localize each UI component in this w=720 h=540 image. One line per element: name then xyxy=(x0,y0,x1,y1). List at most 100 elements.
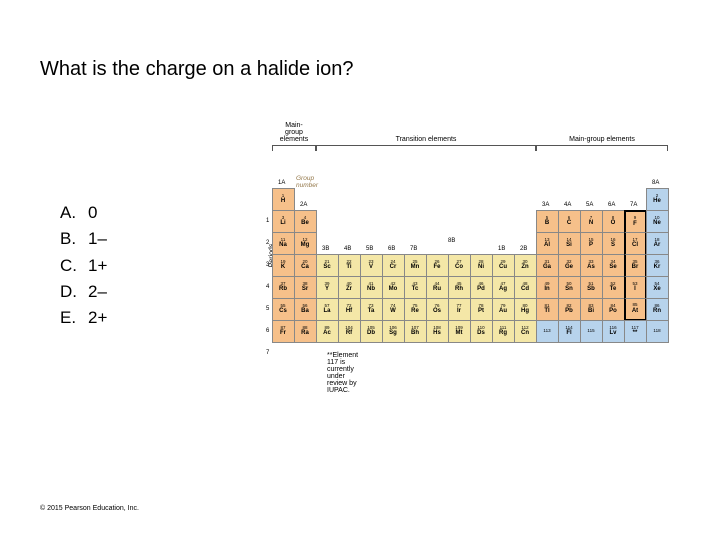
element-cell: 26Fe xyxy=(426,254,449,277)
element-cell: 111Rg xyxy=(492,320,515,343)
element-cell: 36Kr xyxy=(646,254,669,277)
element-cell: 20Ca xyxy=(294,254,317,277)
element-cell: 19K xyxy=(272,254,295,277)
element-cell: 72Hf xyxy=(338,298,361,321)
grp-1a: 1A xyxy=(278,180,285,186)
element-cell: 77Ir xyxy=(448,298,471,321)
choice-e: E. 2+ xyxy=(60,305,107,331)
period-4: 4 xyxy=(266,276,269,298)
question-text: What is the charge on a halide ion? xyxy=(40,58,354,81)
element-cell: 16S xyxy=(602,232,625,255)
period-2: 2 xyxy=(266,232,269,254)
element-cell: 27Co xyxy=(448,254,471,277)
answer-choices: A. 0 B. 1– C. 1+ D. 2– E. 2+ xyxy=(60,200,107,332)
element-cell: 76Os xyxy=(426,298,449,321)
element-cell: 42Mo xyxy=(382,276,405,299)
element-cell: 75Re xyxy=(404,298,427,321)
element-cell: 17Cl xyxy=(624,232,647,255)
element-cell: 13Al xyxy=(536,232,559,255)
copyright-text: © 2015 Pearson Education, Inc. xyxy=(40,505,139,512)
element-cell: 52Te xyxy=(602,276,625,299)
element-cell: 108Hs xyxy=(426,320,449,343)
element-cell: 113 xyxy=(536,320,559,343)
element-cell: 40Zr xyxy=(338,276,361,299)
choice-text: 0 xyxy=(88,200,97,226)
element-cell: 7N xyxy=(580,210,603,233)
element-cell: 49In xyxy=(536,276,559,299)
choice-d: D. 2– xyxy=(60,279,107,305)
choice-a: A. 0 xyxy=(60,200,107,226)
element-grid: 1H2He3Li4Be5B6C7N8O9F10Ne11Na12Mg13Al14S… xyxy=(272,188,668,364)
element-cell: 30Zn xyxy=(514,254,537,277)
element-cell: 35Br xyxy=(624,254,647,277)
choice-text: 2– xyxy=(88,279,107,305)
brace-main-right: Main-group elements xyxy=(536,136,668,151)
choice-letter: D. xyxy=(60,279,88,305)
element-cell: 116Lv xyxy=(602,320,625,343)
choice-text: 1+ xyxy=(88,253,107,279)
element-cell: 105Db xyxy=(360,320,383,343)
element-cell: 3Li xyxy=(272,210,295,233)
element-cell: 50Sn xyxy=(558,276,581,299)
element-cell: 109Mt xyxy=(448,320,471,343)
element-cell: 31Ga xyxy=(536,254,559,277)
element-cell: 118 xyxy=(646,320,669,343)
element-cell: 89Ac xyxy=(316,320,339,343)
element-cell: 5B xyxy=(536,210,559,233)
element-cell: 56Ba xyxy=(294,298,317,321)
element-cell: 78Pt xyxy=(470,298,493,321)
period-3: 3 xyxy=(266,254,269,276)
element-cell: 73Ta xyxy=(360,298,383,321)
brace-label: Main- group elements xyxy=(280,122,308,143)
choice-c: C. 1+ xyxy=(60,253,107,279)
element-cell: 112Cn xyxy=(514,320,537,343)
element-cell: 82Pb xyxy=(558,298,581,321)
choice-text: 1– xyxy=(88,226,107,252)
element-cell: 55Cs xyxy=(272,298,295,321)
element-cell: 88Ra xyxy=(294,320,317,343)
element-cell: 74W xyxy=(382,298,405,321)
choice-letter: C. xyxy=(60,253,88,279)
element-cell: 10Ne xyxy=(646,210,669,233)
element-cell: 57La xyxy=(316,298,339,321)
choice-b: B. 1– xyxy=(60,226,107,252)
brace-transition: Transition elements xyxy=(316,136,536,151)
element-cell: 38Sr xyxy=(294,276,317,299)
choice-letter: B. xyxy=(60,226,88,252)
brace-label: Main-group elements xyxy=(569,136,635,143)
period-6: 6 xyxy=(266,320,269,342)
element-cell: 80Hg xyxy=(514,298,537,321)
element-cell: 79Au xyxy=(492,298,515,321)
grp-8a: 8A xyxy=(652,180,659,186)
element-cell: 117** xyxy=(624,320,647,343)
element-cell: 23V xyxy=(360,254,383,277)
element-cell: 4Be xyxy=(294,210,317,233)
element-cell: 21Sc xyxy=(316,254,339,277)
element-cell: 8O xyxy=(602,210,625,233)
element-cell: 47Ag xyxy=(492,276,515,299)
element-cell: 87Fr xyxy=(272,320,295,343)
period-5: 5 xyxy=(266,298,269,320)
element-cell: 14Si xyxy=(558,232,581,255)
element-cell: 9F xyxy=(624,210,647,233)
period-1: 1 xyxy=(266,210,269,232)
element-cell: 54Xe xyxy=(646,276,669,299)
element-cell: 43Tc xyxy=(404,276,427,299)
element-cell: 29Cu xyxy=(492,254,515,277)
element-cell: 1H xyxy=(272,188,295,211)
choice-text: 2+ xyxy=(88,305,107,331)
period-7: 7 xyxy=(266,342,269,364)
element-cell: 44Ru xyxy=(426,276,449,299)
element-cell: 81Tl xyxy=(536,298,559,321)
element-cell: 84Po xyxy=(602,298,625,321)
element-cell: 22Ti xyxy=(338,254,361,277)
brace-label: Transition elements xyxy=(396,136,457,143)
period-numbers: 1 2 3 4 5 6 7 xyxy=(266,210,269,364)
element-cell: 48Cd xyxy=(514,276,537,299)
element-cell: 106Sg xyxy=(382,320,405,343)
element-cell: 86Rn xyxy=(646,298,669,321)
element-cell: 46Pd xyxy=(470,276,493,299)
element-cell: 83Bi xyxy=(580,298,603,321)
element-cell: 37Rb xyxy=(272,276,295,299)
element-cell: 53I xyxy=(624,276,647,299)
